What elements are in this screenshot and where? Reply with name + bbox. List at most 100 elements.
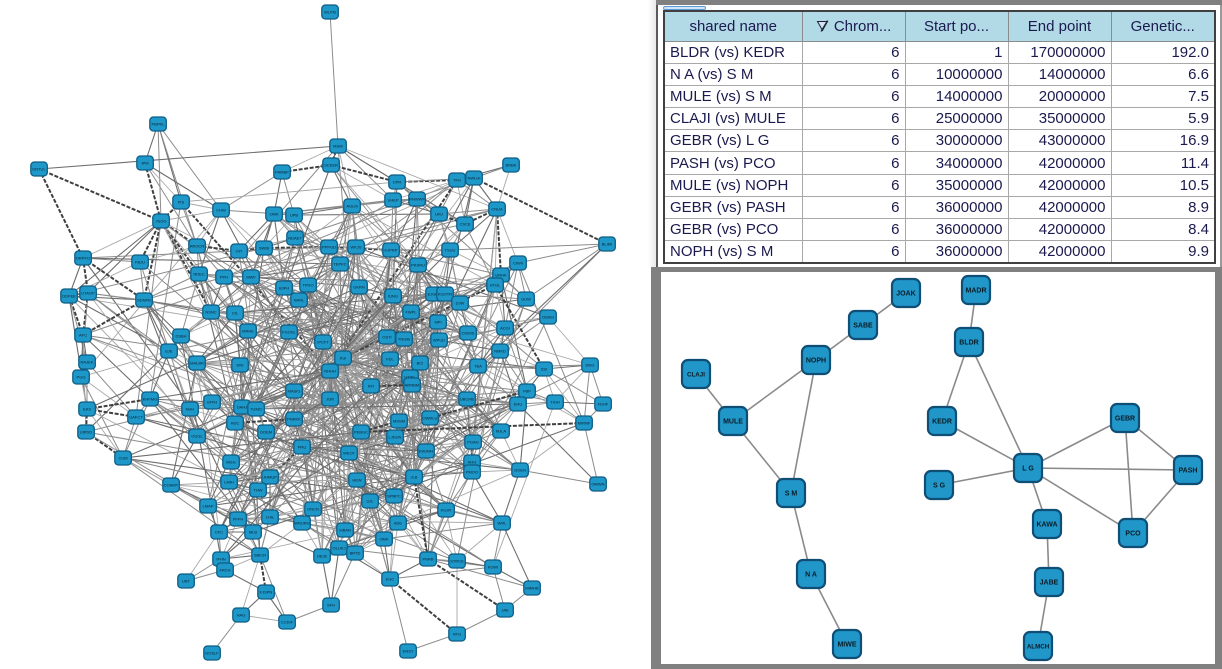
svg-text:CLAJI: CLAJI [687,372,705,379]
svg-text:TEPKC: TEPKC [333,262,346,267]
svg-text:NSNC: NSNC [205,310,216,315]
svg-text:HDC: HDC [231,421,240,426]
svg-text:N A: N A [805,572,817,579]
svg-text:MIWE: MIWE [837,642,856,649]
svg-text:OWRLU: OWRLU [423,416,438,421]
svg-text:DOSLF: DOSLF [205,651,219,656]
svg-text:KFI: KFI [368,384,374,389]
svg-text:BLDR: BLDR [959,340,978,347]
svg-text:SBICR: SBICR [254,553,266,558]
svg-text:PGAG: PGAG [467,440,479,445]
svg-text:UTAOP: UTAOP [81,291,95,296]
svg-text:FBP: FBP [523,389,531,394]
svg-text:NDAET: NDAET [288,236,302,241]
svg-text:EJGLS: EJGLS [428,292,441,297]
svg-text:UJL: UJL [366,499,374,504]
svg-text:BLIMI: BLIMI [602,242,612,247]
svg-text:PMOO: PMOO [466,470,478,475]
svg-text:UIPDD: UIPDD [80,430,93,435]
svg-text:BNBK: BNBK [506,163,517,168]
svg-text:FJSPN: FJSPN [260,590,273,595]
svg-text:LJDUN: LJDUN [389,435,402,440]
svg-text:KOWI: KOWI [488,565,499,570]
svg-text:CUM: CUM [118,456,127,461]
svg-text:SPBPC: SPBPC [387,494,401,499]
svg-text:KEDR: KEDR [932,419,952,426]
svg-text:TIOH: TIOH [550,400,560,405]
svg-text:OSTI: OSTI [382,335,391,340]
svg-text:UHEP: UHEP [387,198,398,203]
svg-text:UFFH: UFFH [207,400,218,405]
svg-text:WRURG: WRURG [294,521,310,526]
svg-text:DJW: DJW [456,301,465,306]
svg-text:UAFCT: UAFCT [129,415,143,420]
svg-text:AHO: AHO [468,460,477,465]
svg-text:RNWWF: RNWWF [409,197,425,202]
svg-text:PAMBP: PAMBP [275,170,289,175]
svg-text:AFC: AFC [79,333,87,338]
svg-text:TSUU: TSUU [445,248,456,253]
svg-text:FDHF: FDHF [598,402,609,407]
svg-text:MULE: MULE [723,419,743,426]
svg-text:OMK: OMK [379,537,388,542]
svg-text:MWF: MWF [246,275,256,280]
svg-text:EHU: EHU [514,402,523,407]
svg-text:IFHN: IFHN [216,557,225,562]
svg-text:RAJEK: RAJEK [81,360,94,365]
svg-text:PRU: PRU [298,445,307,450]
svg-text:JOR: JOR [326,397,334,402]
svg-text:JLB: JLB [411,475,418,480]
svg-text:MLB: MLB [249,530,258,535]
svg-text:ENST: ENST [403,649,414,654]
svg-text:CPR: CPR [393,180,402,185]
svg-text:OMWN: OMWN [591,482,604,487]
svg-text:JOAK: JOAK [896,291,915,298]
svg-text:AROCR: AROCR [190,244,205,249]
svg-text:PPPGD: PPPGD [322,245,336,250]
svg-text:THW: THW [253,488,262,493]
svg-text:S G: S G [933,483,946,490]
svg-text:GUW: GUW [521,297,531,302]
svg-text:SDNPB: SDNPB [137,298,151,303]
svg-text:CIL: CIL [232,311,239,316]
svg-text:HTGL: HTGL [490,283,501,288]
svg-text:DRI: DRI [237,363,244,368]
svg-text:HAG: HAG [237,613,246,618]
svg-text:S M: S M [785,491,798,498]
svg-text:UBCME: UBCME [460,397,475,402]
svg-text:MGG: MGG [226,460,236,465]
svg-text:LMIH: LMIH [224,480,234,485]
svg-text:ALMCH: ALMCH [1027,644,1050,651]
svg-text:PNRKK: PNRKK [287,417,301,422]
svg-text:JHMUP: JHMUP [263,475,277,480]
svg-text:GOEN: GOEN [514,468,526,473]
svg-text:GEBR: GEBR [1115,416,1135,423]
svg-text:JABE: JABE [1040,580,1059,587]
svg-text:URJ: URJ [435,212,443,217]
svg-text:OSKEI: OSKEI [542,315,554,320]
svg-text:PPH: PPH [220,275,228,280]
svg-text:ONCN: ONCN [307,507,319,512]
svg-text:BJFH: BJFH [279,286,289,291]
svg-text:PEBGC: PEBGC [354,430,368,435]
svg-text:OOEM: OOEM [260,430,272,435]
svg-text:TUMO: TUMO [250,407,262,412]
svg-text:PFFH: PFFH [233,517,244,522]
svg-text:SABE: SABE [853,323,873,330]
svg-text:FBJU: FBJU [135,260,145,265]
svg-text:HEW: HEW [352,478,362,483]
svg-text:WKJS: WKJS [350,245,361,250]
svg-text:LMAP: LMAP [203,504,214,509]
svg-text:KHFMG: KHFMG [143,397,157,402]
svg-text:NHH: NHH [186,407,195,412]
svg-text:ADE: ADE [394,521,403,526]
svg-text:FWPL: FWPL [405,310,417,315]
svg-text:CIWII: CIWII [513,261,523,266]
svg-text:SWBI: SWBI [259,246,269,251]
svg-text:MPI: MPI [434,320,441,325]
svg-text:KUI: KUI [340,356,347,361]
svg-text:FGOSL: FGOSL [282,330,296,335]
svg-text:MJLA: MJLA [496,429,507,434]
svg-text:WUTB: WUTB [324,10,336,15]
svg-text:SCEER: SCEER [324,163,338,168]
